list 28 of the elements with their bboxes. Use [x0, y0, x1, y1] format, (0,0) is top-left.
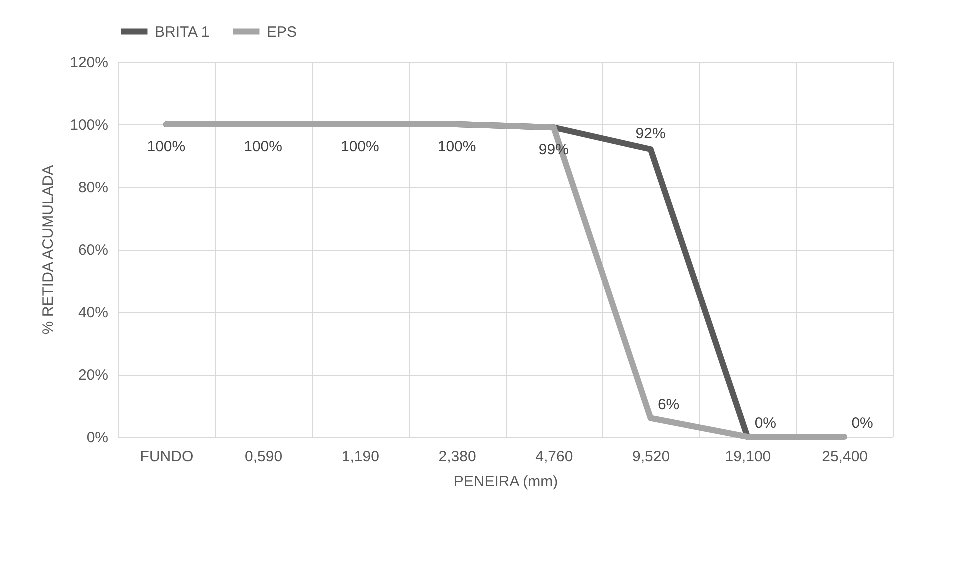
y-tick-label: 80% — [78, 180, 108, 196]
y-tick-label: 60% — [78, 242, 108, 259]
data-label: 0% — [852, 415, 874, 432]
y-tick-label: 40% — [78, 304, 108, 322]
x-tick-label: 9,520 — [632, 448, 670, 466]
data-label: 92% — [636, 126, 666, 142]
data-label: 99% — [538, 142, 569, 159]
y-tick-label: 120% — [70, 54, 108, 72]
data-label: 100% — [341, 138, 380, 156]
y-tick-label: 0% — [86, 430, 108, 446]
x-tick-label: FUNDO — [140, 448, 194, 466]
legend-label: EPS — [267, 24, 298, 41]
data-label: 6% — [658, 396, 680, 414]
x-tick-label: 1,190 — [342, 448, 380, 466]
x-tick-label: 0,590 — [245, 448, 283, 466]
x-tick-label: 4,760 — [536, 448, 574, 466]
data-label: 100% — [244, 138, 282, 156]
data-label: 0% — [754, 415, 777, 432]
data-label: 100% — [438, 138, 476, 156]
y-axis-title: % RETIDA ACUMULADA — [40, 165, 58, 335]
x-tick-label: 19,100 — [725, 448, 772, 466]
y-tick-label: 20% — [78, 367, 108, 384]
y-tick-label: 100% — [70, 117, 108, 134]
x-axis-title: PENEIRA (mm) — [454, 474, 558, 490]
x-tick-label: 2,380 — [438, 448, 476, 466]
x-tick-label: 25,400 — [822, 448, 868, 466]
legend-label: BRITA 1 — [155, 24, 210, 41]
data-label: 100% — [147, 138, 186, 156]
